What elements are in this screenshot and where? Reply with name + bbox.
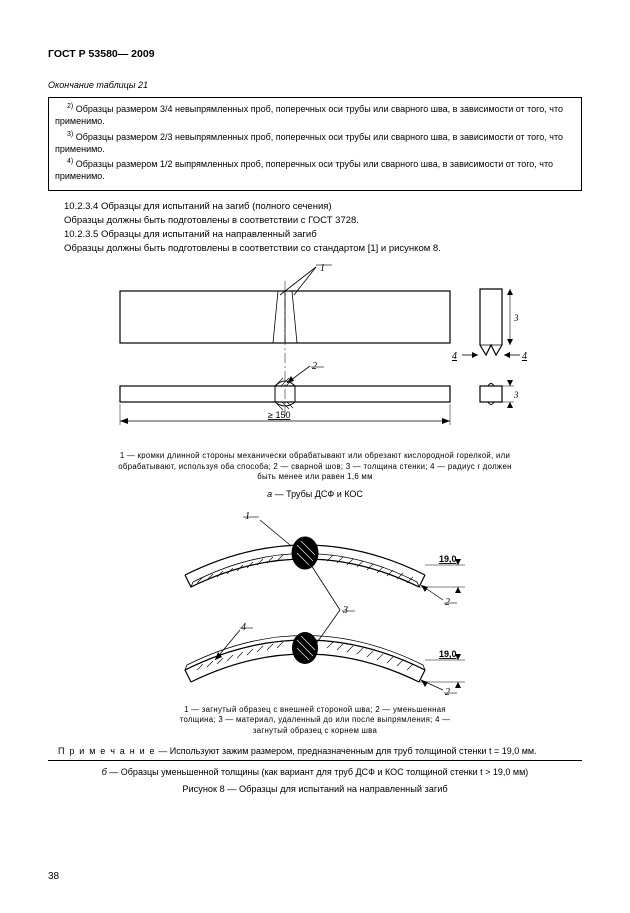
dim-19-top: 19,0 bbox=[439, 554, 457, 564]
label-4b: 4 bbox=[522, 351, 527, 362]
table-footnotes-box: 2) Образцы размером 3/4 невыпрямленных п… bbox=[48, 97, 582, 191]
body-line: Образцы должны быть подготовлены в соотв… bbox=[48, 215, 582, 228]
label-b2: 2 bbox=[445, 597, 450, 608]
dim-19-bot: 19,0 bbox=[439, 649, 457, 659]
footnote: 3) Образцы размером 2/3 невыпрямленных п… bbox=[55, 130, 575, 155]
footnote: 2) Образцы размером 3/4 невыпрямленных п… bbox=[55, 102, 575, 127]
dim-150: ≥ 150 bbox=[268, 410, 290, 420]
figure-a-svg: 1 3 4 4 bbox=[80, 261, 550, 441]
label-b2b: 2 bbox=[445, 687, 450, 695]
figure-b-svg: 1 19,0 2 3 bbox=[125, 505, 505, 695]
body-line: 10.2.3.5 Образцы для испытаний на направ… bbox=[48, 229, 582, 242]
note-line: П р и м е ч а н и е — Используют зажим р… bbox=[48, 746, 582, 761]
figure-a-title: a — Трубы ДСФ и КОС bbox=[48, 489, 582, 501]
page: ГОСТ Р 53580— 2009 Окончание таблицы 21 … bbox=[0, 0, 630, 913]
label-2: 2 bbox=[312, 361, 317, 372]
footnote: 4) Образцы размером 1/2 выпрямленных про… bbox=[55, 157, 575, 182]
label-3b: 3 bbox=[513, 390, 519, 400]
figure-a-legend: 1 — кромки длинной стороны механически о… bbox=[115, 451, 515, 483]
label-3: 3 bbox=[513, 313, 519, 323]
body-paragraphs: 10.2.3.4 Образцы для испытаний на загиб … bbox=[48, 201, 582, 255]
body-line: Образцы должны быть подготовлены в соотв… bbox=[48, 243, 582, 256]
figure-b-legend: 1 — загнутый образец с внешней стороной … bbox=[165, 705, 465, 737]
table-continuation-caption: Окончание таблицы 21 bbox=[48, 80, 582, 92]
label-4: 4 bbox=[452, 351, 457, 362]
document-id: ГОСТ Р 53580— 2009 bbox=[48, 48, 582, 62]
label-b3: 3 bbox=[342, 605, 348, 616]
label-1: 1 bbox=[320, 263, 325, 274]
body-line: 10.2.3.4 Образцы для испытаний на загиб … bbox=[48, 201, 582, 214]
figure-a: 1 3 4 4 bbox=[48, 261, 582, 500]
figure-b-title: б — Образцы уменьшенной толщины (как вар… bbox=[48, 767, 582, 779]
label-b1: 1 bbox=[245, 511, 250, 522]
figure-b: 1 19,0 2 3 bbox=[48, 505, 582, 737]
figure-8-caption: Рисунок 8 — Образцы для испытаний на нап… bbox=[48, 784, 582, 796]
page-number: 38 bbox=[48, 870, 59, 883]
label-b4: 4 bbox=[241, 622, 246, 633]
